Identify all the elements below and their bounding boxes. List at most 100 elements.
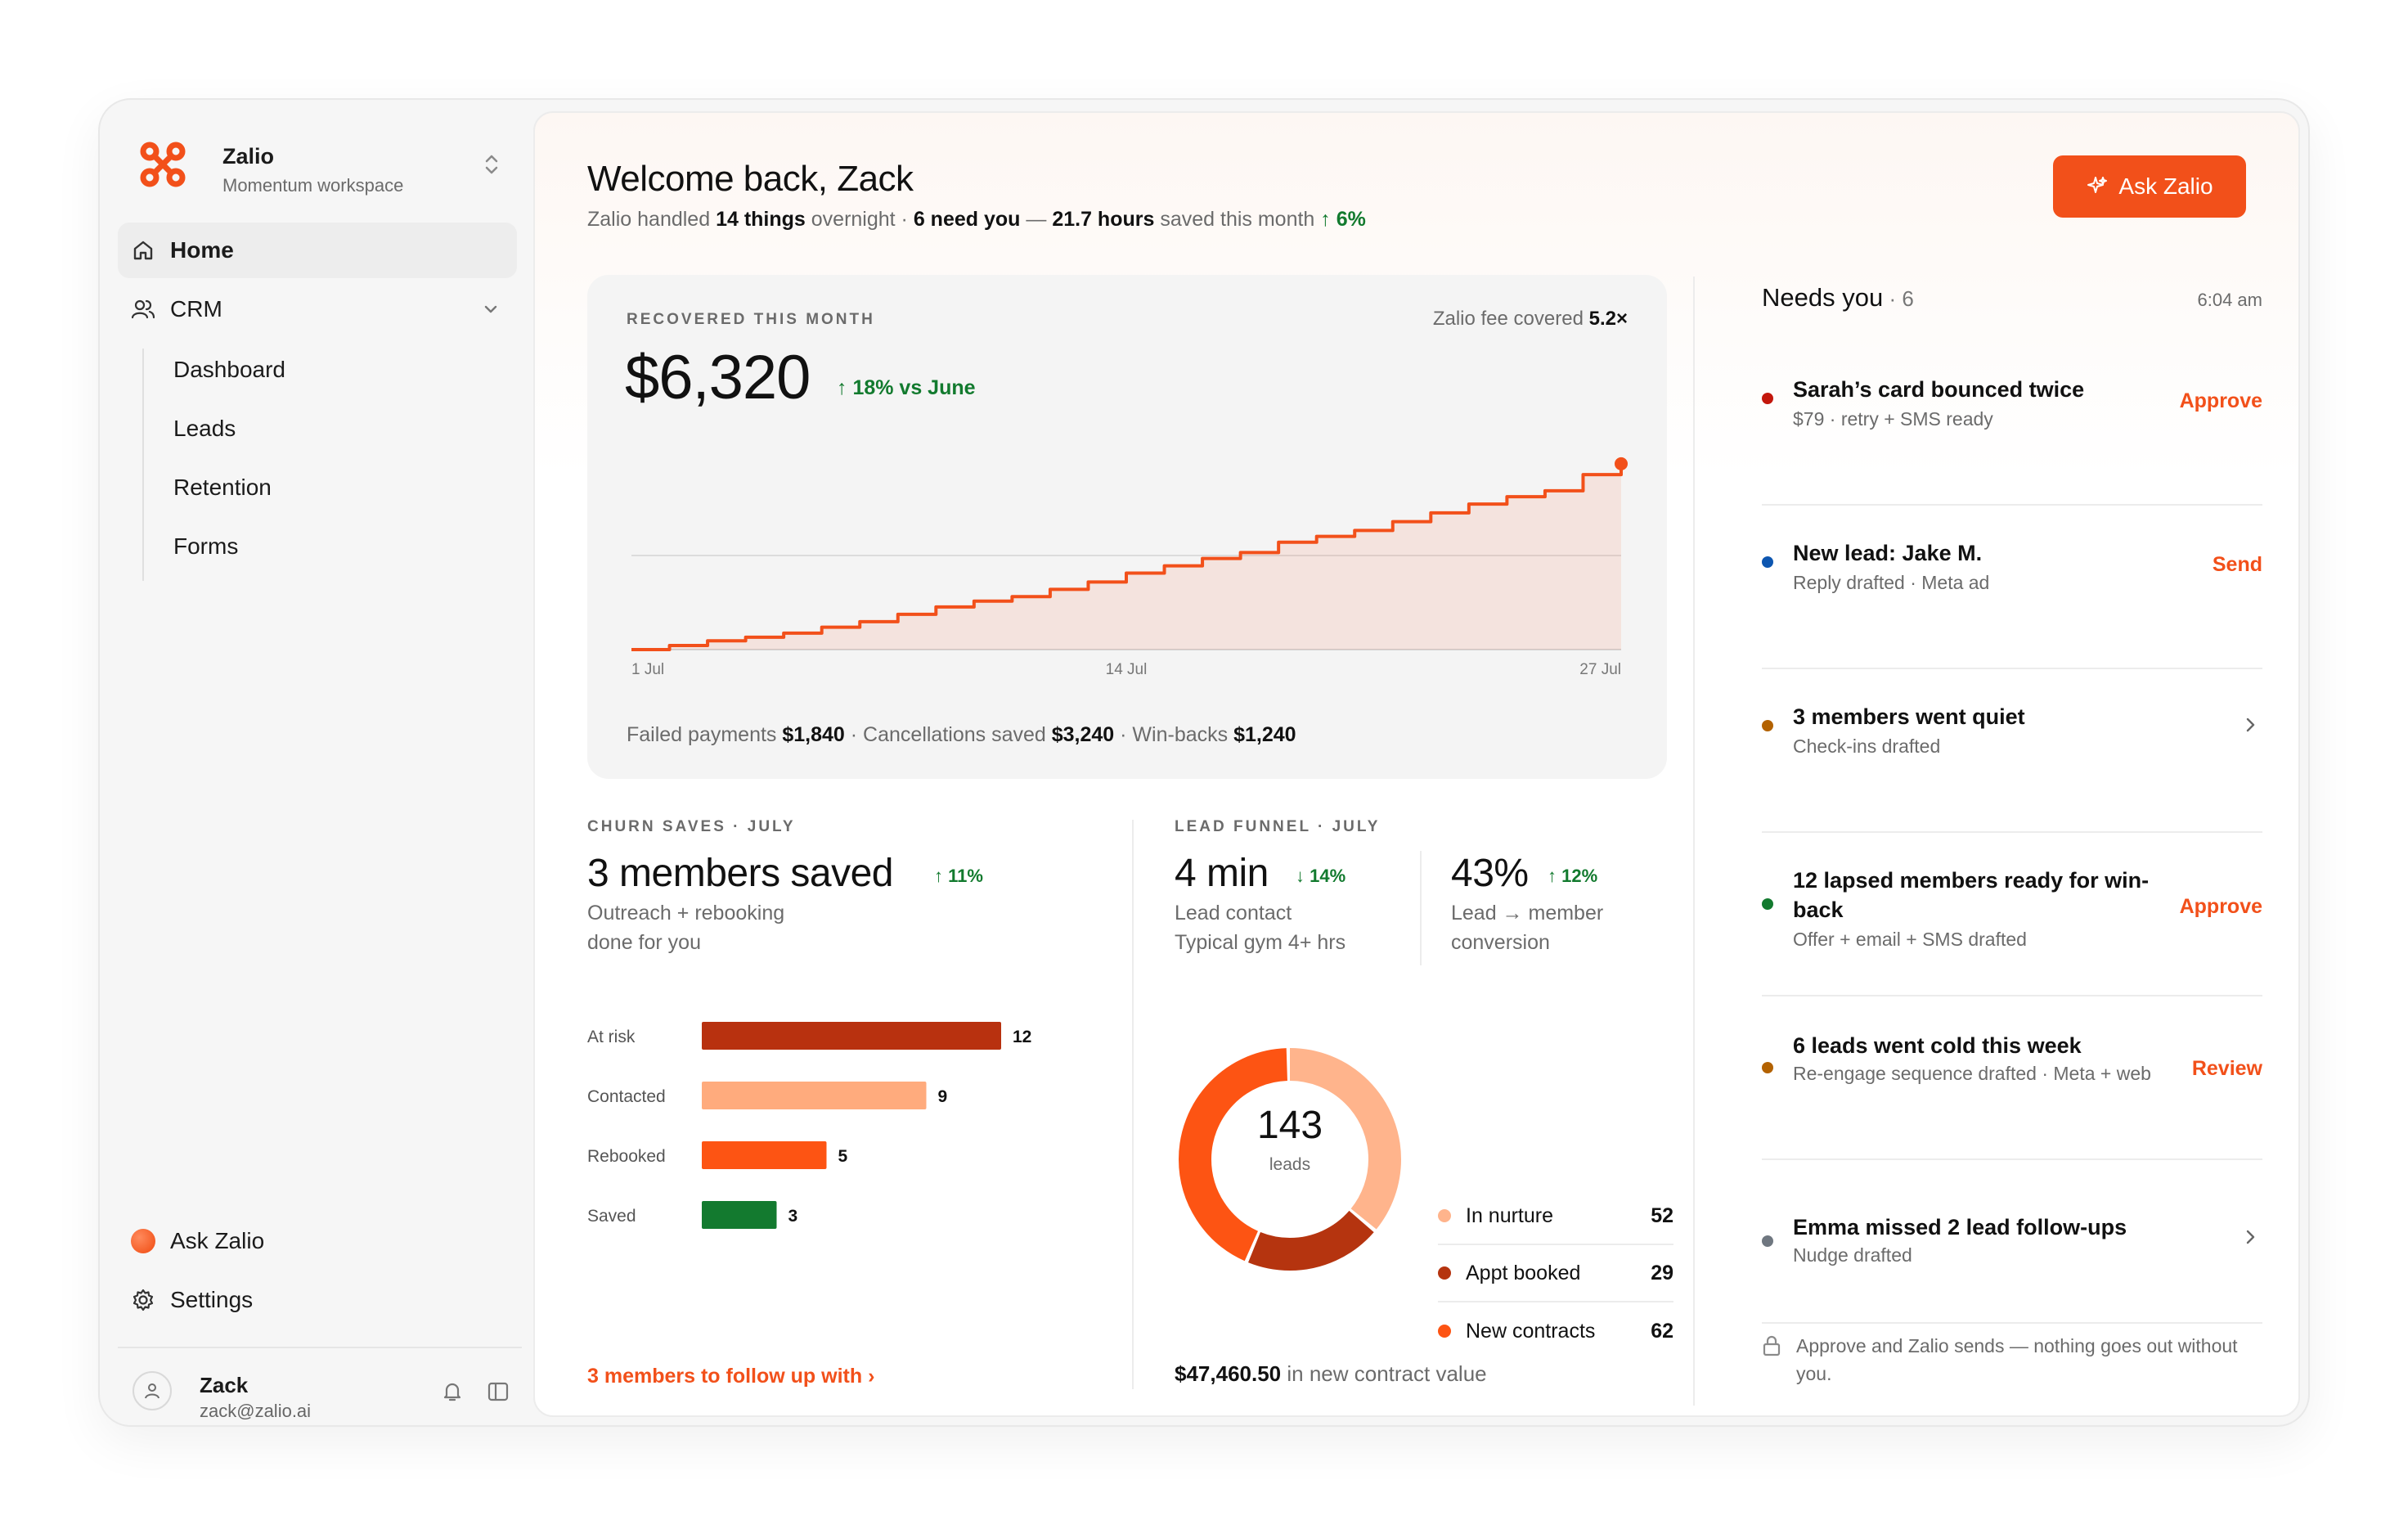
things-handled: 14 things: [716, 208, 806, 231]
donut-segment: [1179, 1048, 1401, 1271]
churn-headline: 3 members saved: [587, 852, 894, 895]
legend-label: New contracts: [1466, 1319, 1596, 1343]
churn-kicker: CHURN SAVES · JULY: [587, 818, 796, 835]
conversion-rate: 43%: [1451, 852, 1529, 895]
task-item[interactable]: New lead: Jake M. Reply drafted · Meta a…: [1762, 506, 2262, 669]
recovered-card: RECOVERED THIS MONTH Zalio fee covered 5…: [587, 275, 1667, 779]
task-subtitle: Re-engage sequence drafted · Meta + web: [1793, 1063, 2151, 1084]
sidebar: Zalio Momentum workspace Home CRM: [100, 100, 533, 1425]
task-title: 3 members went quiet: [1793, 704, 2025, 729]
workspace-name: Zalio: [222, 144, 275, 169]
needs-you-time: 6:04 am: [2197, 290, 2263, 310]
recovered-line: [631, 463, 1623, 651]
status-dot: [1762, 556, 1773, 568]
x-tick-label: 14 Jul: [1106, 661, 1148, 678]
sidebar-item-ask-zalio[interactable]: Ask Zalio: [118, 1216, 517, 1266]
status-dot: [1762, 898, 1773, 910]
sidebar-item-settings[interactable]: Settings: [118, 1275, 517, 1325]
fee-label: Zalio fee covered: [1432, 308, 1589, 330]
bar-label: Saved: [587, 1207, 636, 1226]
churn-bar-chart: At risk 12 Contacted 9 Rebooked 5 Saved 3: [587, 1022, 1031, 1229]
user-icon: [145, 1383, 159, 1399]
sidebar-item-label: Settings: [170, 1287, 254, 1312]
follow-up-link[interactable]: 3 members to follow up with ›: [587, 1365, 875, 1388]
recovered-amount: $6,320: [625, 343, 811, 412]
bell-icon[interactable]: [440, 1379, 465, 1404]
task-item[interactable]: Emma missed 2 lead follow-ups Nudge draf…: [1762, 1160, 2262, 1324]
home-icon: [133, 241, 153, 260]
task-item[interactable]: 3 members went quiet Check-ins drafted: [1762, 669, 2262, 833]
fee-covered: Zalio fee covered 5.2×: [1433, 308, 1628, 331]
legend-value: 29: [1651, 1261, 1673, 1284]
divider: [1420, 851, 1422, 965]
sidebar-item-leads[interactable]: Leads: [173, 416, 236, 441]
approval-note: Approve and Zalio sends — nothing goes o…: [1762, 1332, 2262, 1388]
sidebar-item-retention[interactable]: Retention: [173, 475, 272, 500]
recovered-area: [631, 463, 1621, 650]
task-title: 12 lapsed members ready for win-back: [1793, 868, 2150, 922]
user-name: Zack: [200, 1373, 249, 1397]
page-title: Welcome back, Zack: [587, 159, 914, 199]
divider: [118, 1347, 522, 1348]
send-button[interactable]: Send: [2212, 553, 2262, 576]
bar-value: 5: [838, 1147, 848, 1166]
lead-contact-delta: ↓ 14%: [1296, 866, 1346, 886]
user-profile[interactable]: Zack zack@zalio.ai: [118, 1356, 517, 1425]
sidebar-item-label: CRM: [170, 296, 222, 322]
contract-value: $47,460.50 in new contract value: [1175, 1361, 1487, 1387]
task-item[interactable]: 12 lapsed members ready for win-back Off…: [1762, 833, 2262, 996]
recovered-kicker: RECOVERED THIS MONTH: [627, 311, 875, 328]
legend-label: · Cancellations saved: [844, 723, 1052, 746]
task-item[interactable]: Sarah’s card bounced twice $79 · retry +…: [1762, 342, 2262, 506]
contract-amount: $47,460.50: [1175, 1361, 1282, 1386]
status-dot: [1762, 393, 1773, 404]
legend-row-new-contracts: New contracts 62: [1438, 1302, 1673, 1360]
chevron-right-icon[interactable]: [2243, 1227, 2258, 1247]
review-button[interactable]: Review: [2191, 1057, 2262, 1080]
legend-value: 62: [1651, 1319, 1673, 1343]
lead-contact-time: 4 min: [1175, 852, 1269, 895]
users-icon: [131, 299, 155, 319]
x-tick-label: 27 Jul: [1579, 661, 1621, 678]
needs-you-panel: Needs you · 6 6:04 am Sarah’s card bounc…: [1719, 275, 2262, 1412]
sidebar-item-dashboard[interactable]: Dashboard: [173, 357, 285, 382]
lead-contact-label: Lead contact: [1175, 902, 1292, 924]
recovered-chart: 1 Jul 14 Jul 27 Jul: [631, 457, 1628, 678]
approve-button[interactable]: Approve: [2179, 895, 2262, 918]
sidebar-toggle-icon[interactable]: [486, 1379, 510, 1404]
ask-zalio-button[interactable]: Ask Zalio: [2053, 155, 2246, 218]
sidebar-item-forms[interactable]: Forms: [173, 533, 239, 559]
legend-row-in-nurture: In nurture 52: [1438, 1188, 1673, 1245]
task-title: Sarah’s card bounced twice: [1793, 377, 2085, 402]
recovered-delta: ↑ 18% vs June: [837, 376, 976, 399]
ask-zalio-label: Ask Zalio: [2118, 173, 2213, 199]
sidebar-item-label: Ask Zalio: [170, 1228, 265, 1253]
bar-value: 9: [938, 1087, 948, 1106]
chevron-right-icon[interactable]: [2243, 715, 2258, 735]
workspace-switcher[interactable]: Zalio Momentum workspace: [129, 129, 514, 198]
task-item[interactable]: 6 leads went cold this week Re-engage se…: [1762, 996, 2262, 1160]
subtitle-text: saved this month: [1154, 208, 1321, 231]
bar: [702, 1022, 1001, 1050]
legend-dot: [1438, 1325, 1451, 1338]
bar: [702, 1201, 777, 1229]
main-content: Welcome back, Zack Zalio handled 14 thin…: [533, 111, 2300, 1417]
funnel-kicker: LEAD FUNNEL · JULY: [1175, 818, 1381, 835]
bar-label: Contacted: [587, 1087, 666, 1106]
cancellations-saved-value: $3,240: [1051, 723, 1115, 746]
x-tick-label: 1 Jul: [631, 661, 664, 678]
sidebar-item-home[interactable]: Home: [118, 223, 517, 278]
churn-saves-section: CHURN SAVES · JULY 3 members saved ↑ 11%…: [587, 818, 1094, 1407]
leads-total-label: leads: [1269, 1155, 1311, 1174]
task-title: New lead: Jake M.: [1793, 541, 1983, 565]
task-subtitle: $79 · retry + SMS ready: [1793, 408, 1993, 430]
latest-point: [1615, 457, 1628, 470]
sidebar-item-crm[interactable]: CRM: [118, 281, 517, 337]
needs-you-count: · 6: [1883, 286, 1914, 311]
need-you-count: 6 need you: [913, 208, 1021, 231]
task-title: 6 leads went cold this week: [1793, 1033, 2082, 1058]
workspace-subtitle: Momentum workspace: [222, 175, 404, 196]
approve-button[interactable]: Approve: [2179, 389, 2262, 412]
app-window: Zalio Momentum workspace Home CRM: [98, 98, 2310, 1427]
legend-row-appt-booked: Appt booked 29: [1438, 1245, 1673, 1302]
